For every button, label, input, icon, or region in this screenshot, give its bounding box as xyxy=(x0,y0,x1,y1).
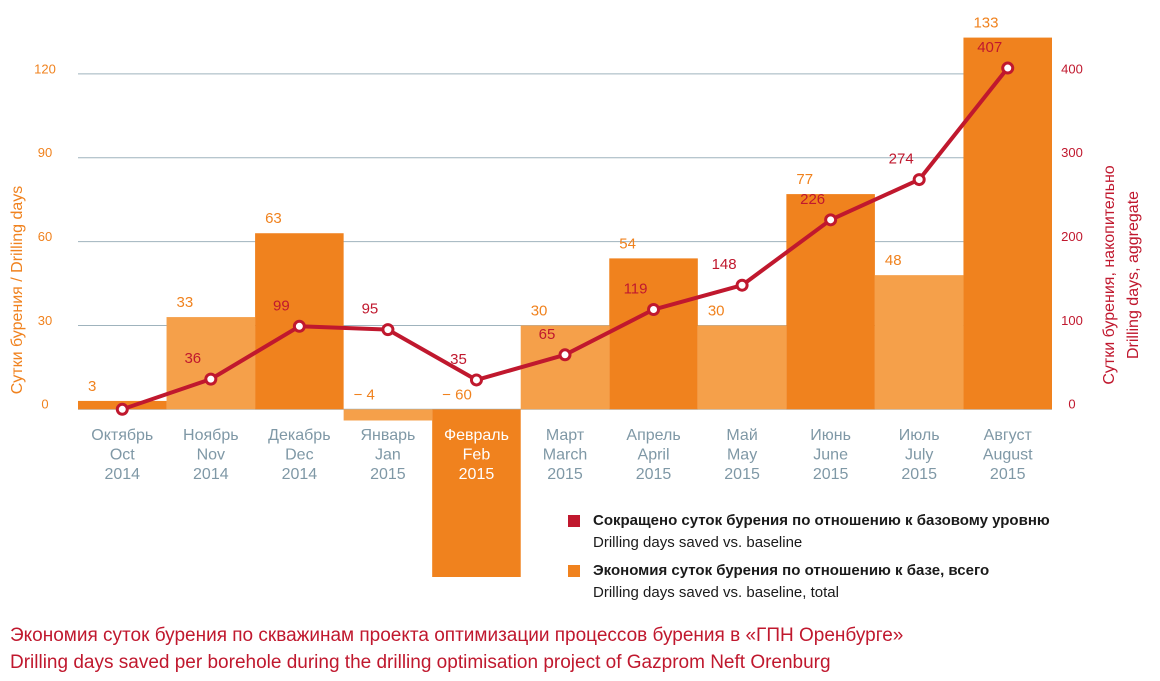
legend-label: Экономия суток бурения по отношению к ба… xyxy=(593,562,989,579)
y-axis-label: Сутки бурения / Drilling days xyxy=(9,186,26,395)
bar-value-label: 133 xyxy=(973,15,998,32)
x-tick-label: 2015 xyxy=(724,466,760,483)
x-tick-label: Feb xyxy=(463,447,491,464)
x-tick-label: 2014 xyxy=(193,466,229,483)
line-value-label: 35 xyxy=(450,351,467,368)
x-tick-label: July xyxy=(905,447,933,464)
line-value-label: 226 xyxy=(800,191,825,208)
x-tick-label: 2015 xyxy=(459,466,495,483)
line-marker xyxy=(647,303,661,317)
x-tick-label: 2015 xyxy=(547,466,583,483)
x-tick-label: Июль xyxy=(899,427,940,444)
bar-value-label: 30 xyxy=(708,302,725,319)
y2-tick-label: 100 xyxy=(1061,313,1083,328)
legend-swatch xyxy=(568,565,580,577)
x-tick-label: April xyxy=(638,447,670,464)
line-marker xyxy=(469,373,483,387)
y-tick-label: 90 xyxy=(38,145,52,160)
x-tick-label: Октябрь xyxy=(91,427,153,444)
bar-value-label: 54 xyxy=(619,235,636,252)
y2-axis-label: Сутки бурения, накопительно xyxy=(1101,165,1118,384)
x-tick-label: 2015 xyxy=(636,466,672,483)
x-tick-label: Nov xyxy=(197,447,225,464)
x-tick-label: Ноябрь xyxy=(183,427,239,444)
line-marker xyxy=(824,213,838,227)
line-value-label: 119 xyxy=(624,280,648,297)
x-tick-label: Oct xyxy=(110,447,135,464)
bar-value-label: 33 xyxy=(177,294,194,311)
x-tick-label: Март xyxy=(546,427,585,444)
line-marker xyxy=(1001,61,1015,75)
x-tick-label: August xyxy=(983,447,1033,464)
line-marker xyxy=(381,323,395,337)
bar xyxy=(697,325,787,410)
line-value-label: 36 xyxy=(184,350,201,367)
y-tick-label: 120 xyxy=(34,61,56,76)
chart-subtitle: Drilling days saved per borehole during … xyxy=(10,652,831,673)
bar xyxy=(343,409,433,421)
bar xyxy=(609,258,698,410)
bar xyxy=(786,194,875,410)
x-tick-label: Декабрь xyxy=(268,427,330,444)
bar-value-label: 77 xyxy=(796,171,813,188)
line-marker xyxy=(558,348,572,362)
line-value-label: 95 xyxy=(362,301,379,318)
y2-axis-label: Drilling days, aggregate xyxy=(1125,191,1142,359)
x-tick-label: March xyxy=(543,447,587,464)
y-tick-label: 30 xyxy=(38,313,52,328)
y2-tick-label: 0 xyxy=(1068,397,1075,412)
y-tick-label: 0 xyxy=(41,397,48,412)
bar-value-label: − 4 xyxy=(354,386,375,403)
line-marker xyxy=(912,173,926,187)
bar-value-label: 63 xyxy=(265,210,282,227)
line-value-label: 65 xyxy=(539,326,556,343)
x-tick-label: 2015 xyxy=(990,466,1026,483)
line-marker xyxy=(292,319,306,333)
line-value-label: 99 xyxy=(273,297,290,314)
x-tick-label: Jan xyxy=(375,447,401,464)
x-tick-label: Июнь xyxy=(810,427,851,444)
legend-swatch xyxy=(568,515,580,527)
x-tick-label: Январь xyxy=(360,427,415,444)
x-tick-label: 2014 xyxy=(104,466,140,483)
bar xyxy=(432,409,521,577)
y2-tick-label: 400 xyxy=(1061,61,1083,76)
y2-tick-label: 300 xyxy=(1061,145,1083,160)
x-tick-label: Апрель xyxy=(626,427,680,444)
x-tick-label: Dec xyxy=(285,447,313,464)
x-tick-label: Август xyxy=(984,427,1033,444)
line-value-label: 274 xyxy=(889,151,914,168)
bar-value-label: 48 xyxy=(885,252,902,269)
x-tick-label: 2015 xyxy=(813,466,849,483)
legend-label: Drilling days saved vs. baseline, total xyxy=(593,584,839,601)
y-tick-label: 60 xyxy=(38,229,52,244)
bar xyxy=(874,275,964,410)
line-marker xyxy=(115,402,129,416)
bar-value-label: − 60 xyxy=(442,386,472,403)
x-tick-label: 2015 xyxy=(370,466,406,483)
line-value-label: 148 xyxy=(712,256,737,273)
bar-value-label: 30 xyxy=(531,302,548,319)
x-tick-label: Февраль xyxy=(444,427,509,444)
x-tick-label: June xyxy=(813,447,848,464)
x-tick-label: May xyxy=(727,447,757,464)
line-marker xyxy=(204,372,218,386)
line-marker xyxy=(735,278,749,292)
line-value-label: 407 xyxy=(977,39,1002,56)
bar xyxy=(166,317,256,410)
y2-tick-label: 200 xyxy=(1061,229,1083,244)
legend-label: Drilling days saved vs. baseline xyxy=(593,534,802,551)
x-tick-label: 2015 xyxy=(901,466,937,483)
x-tick-label: Май xyxy=(726,427,757,444)
bar xyxy=(963,37,1052,410)
legend-label: Сокращено суток бурения по отношению к б… xyxy=(593,512,1050,529)
x-tick-label: 2014 xyxy=(282,466,318,483)
chart-title: Экономия суток бурения по скважинам прое… xyxy=(10,625,903,646)
bar-value-label: 3 xyxy=(88,378,96,395)
